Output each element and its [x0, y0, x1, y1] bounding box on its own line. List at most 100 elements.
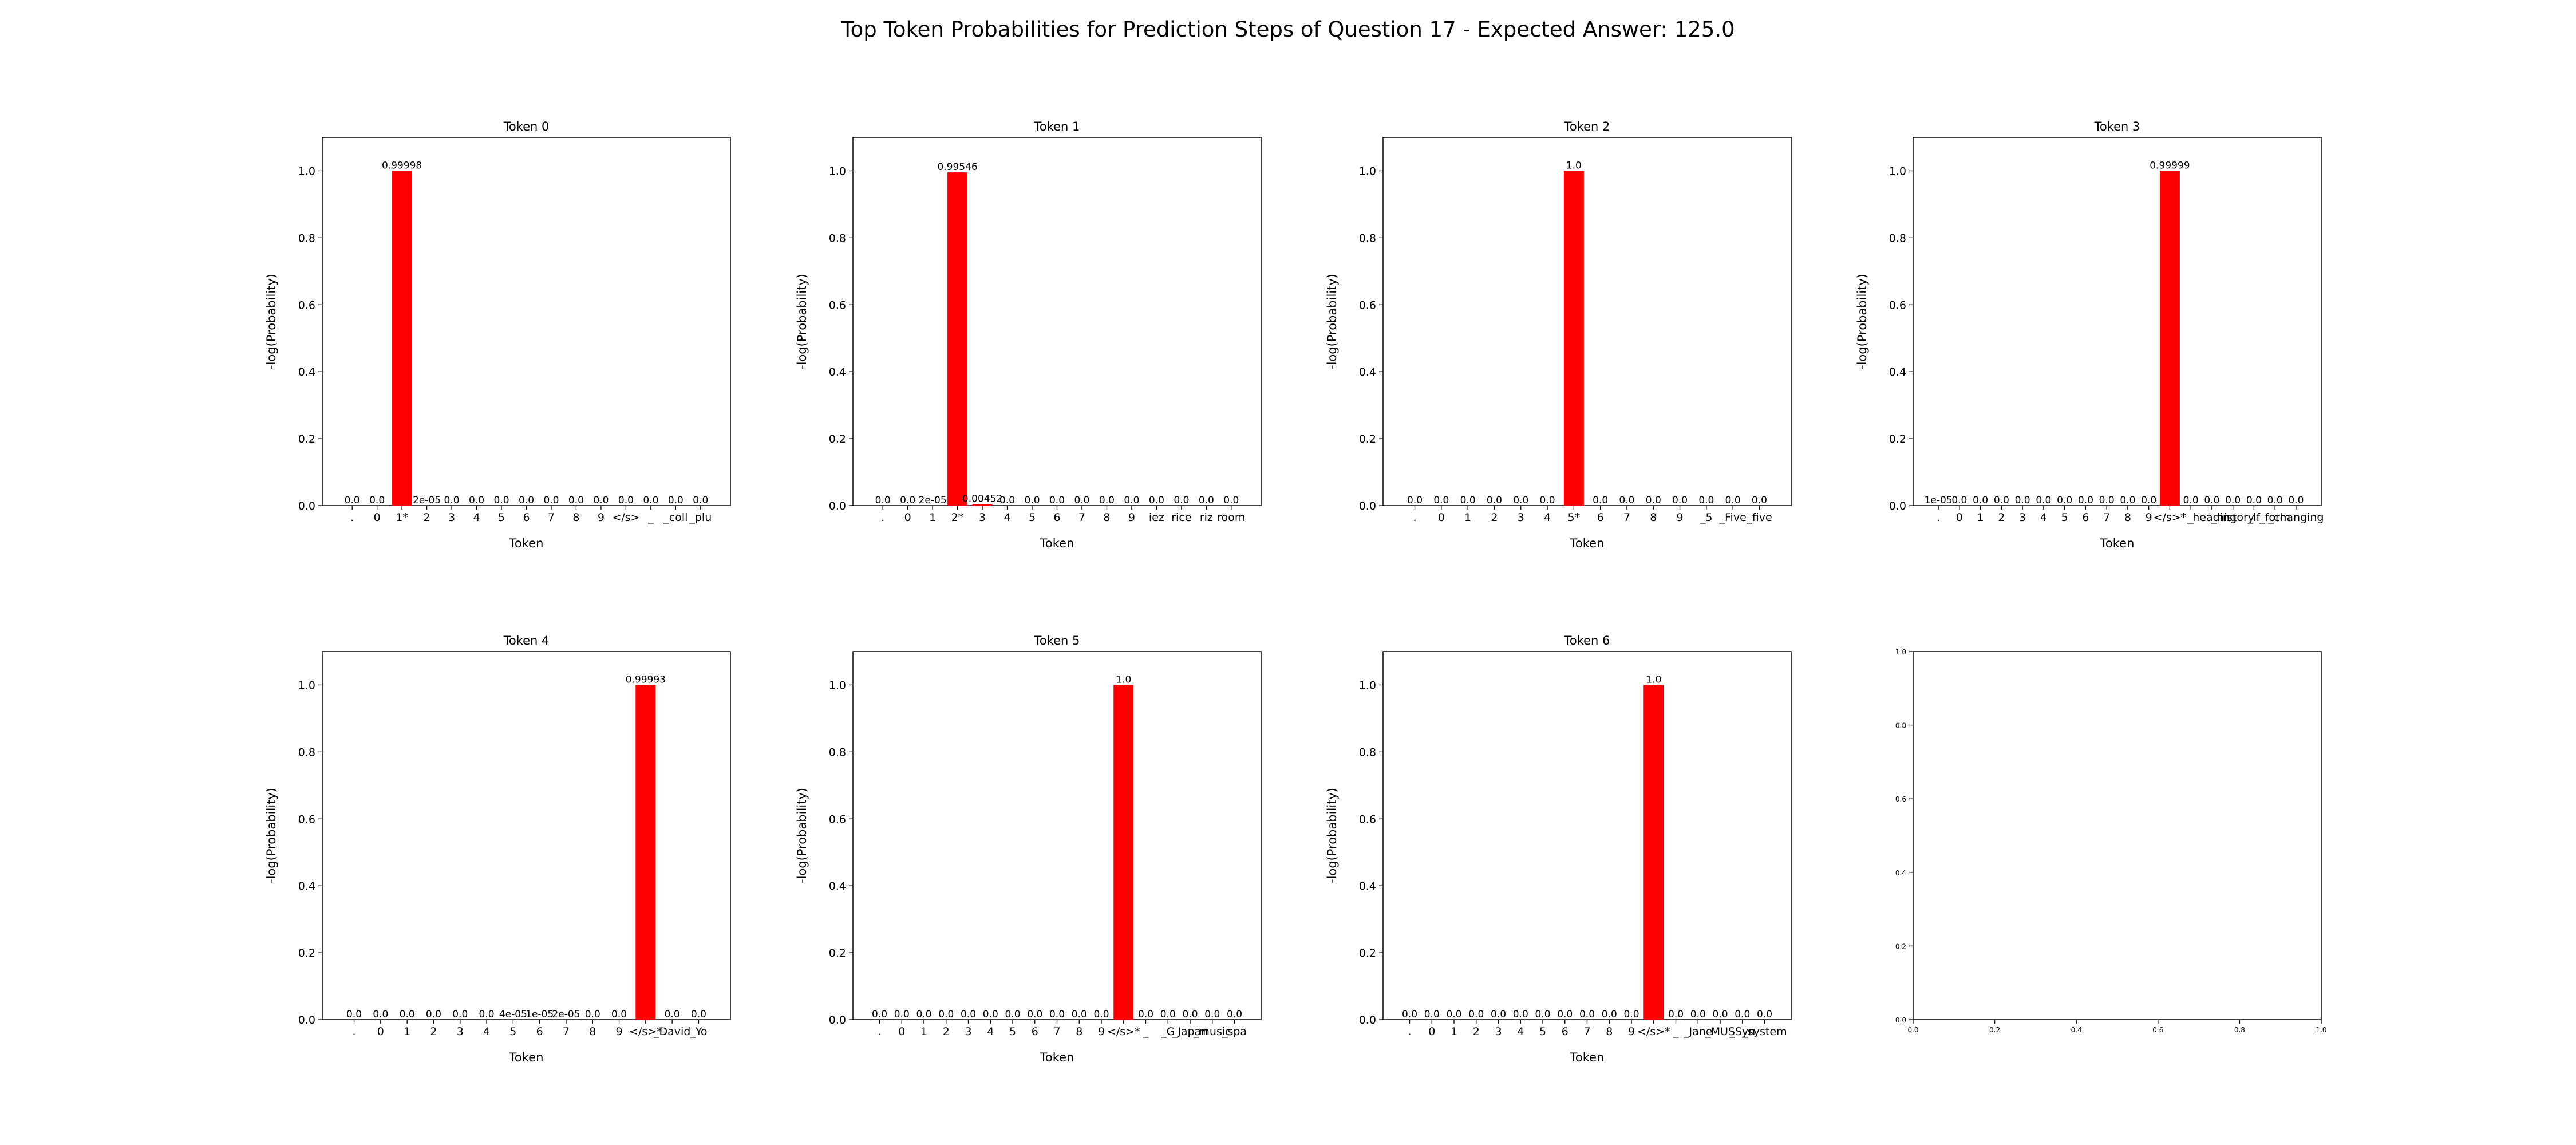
bar-value-label: 0.0	[1149, 495, 1164, 506]
bar-4	[972, 504, 993, 506]
y-tick-label: 0.2	[1359, 947, 1376, 960]
plot-frame	[322, 651, 731, 1020]
bar-value-label: 1.0	[1116, 674, 1131, 685]
bar-value-label: 0.0	[1160, 1009, 1176, 1020]
x-tick-label: 6	[1597, 511, 1604, 524]
x-tick-label: 9	[2146, 511, 2152, 524]
plot-frame	[1913, 651, 2322, 1020]
x-tick-label: 0.0	[1907, 1026, 1918, 1034]
bar-value-label: 0.99998	[382, 160, 422, 171]
x-tick-label: _	[1673, 1025, 1679, 1038]
bar-value-label: 0.0	[346, 1009, 362, 1020]
bar-value-label: 2e-05	[919, 495, 947, 506]
x-tick-label: 2*	[951, 511, 964, 524]
x-tick-label: 4	[1544, 511, 1551, 524]
y-tick-label: 0.4	[1359, 880, 1376, 893]
bar-value-label: 0.0	[1099, 495, 1115, 506]
subplot-7: 0.0 0.2 0.4 0.6 0.8 1.0 0.0 0.2 0.4 0.6 0.8 1.0	[1895, 648, 2327, 1034]
bar-value-label: 0.0	[1557, 1009, 1573, 1020]
bar-value-label: 0.0	[1973, 495, 1988, 506]
bar-value-label: 1.0	[1646, 674, 1661, 685]
x-tick-label: riz	[1200, 511, 1213, 524]
x-tick-label: _Five	[1719, 511, 1747, 524]
bar-value-label: 0.0	[668, 495, 683, 506]
bar-value-label: 0.0	[373, 1009, 388, 1020]
x-tick-label: _form	[2259, 511, 2290, 524]
y-axis-label: -log(Probability)	[264, 788, 278, 883]
bar-value-label: 0.0	[1049, 1009, 1065, 1020]
x-tick-label: _system	[1741, 1025, 1787, 1038]
x-tick-label: 5	[2061, 511, 2068, 524]
bar-value-label: 0.0	[2288, 495, 2304, 506]
bar-value-label: 0.0	[1619, 495, 1634, 506]
x-tick-label: 7	[548, 511, 555, 524]
bar-value-label: 0.0	[693, 495, 708, 506]
x-tick-label: 2	[943, 1025, 950, 1038]
x-tick-label: 0	[1438, 511, 1445, 524]
subplot-title: Token 6	[1564, 634, 1610, 647]
x-tick-label: 3	[1495, 1025, 1502, 1038]
bar-value-label: 0.0	[1027, 1009, 1042, 1020]
y-tick-label: 0.4	[1359, 366, 1376, 378]
bar-value-label: 0.0	[519, 495, 534, 506]
x-tick-label: _music	[1193, 1025, 1231, 1038]
subplot-5: Token 50.00.20.40.60.81.0-log(Probabilit…	[795, 634, 1262, 1064]
y-tick-label: 1.0	[829, 165, 846, 177]
x-tick-label: 1	[404, 1025, 410, 1038]
x-tick-label: 0	[898, 1025, 905, 1038]
x-tick-label: .	[1408, 1025, 1411, 1038]
plot-frame	[1382, 137, 1792, 506]
x-tick-label: _	[2187, 511, 2194, 524]
y-tick-label: 0.6	[829, 299, 846, 311]
bar-2	[392, 171, 412, 506]
y-tick-label: 1.0	[1359, 679, 1376, 692]
bar-value-label: 0.0	[1174, 495, 1189, 506]
bar-11	[1113, 685, 1134, 1020]
x-tick-label: rice	[1171, 511, 1191, 524]
x-tick-label: </s>*	[1637, 1025, 1670, 1038]
x-tick-label: room	[1217, 511, 1245, 524]
y-tick-label: 0.8	[1359, 746, 1376, 759]
bar-value-label: 0.0	[2141, 495, 2156, 506]
y-tick-label: 0.0	[1359, 1014, 1376, 1026]
y-tick-label: 1.0	[298, 679, 315, 692]
figure-title: Top Token Probabilities for Prediction S…	[840, 17, 1735, 42]
bar-value-label: 0.0	[1182, 1009, 1198, 1020]
x-tick-label: _plu	[689, 511, 712, 524]
bar-value-label: 0.0	[1460, 495, 1476, 506]
bar-value-label: 0.0	[1407, 495, 1423, 506]
bar-value-label: 0.0	[611, 1009, 627, 1020]
bar-value-label: 1e-05	[526, 1009, 554, 1020]
x-tick-label: _Japan	[1172, 1025, 1208, 1038]
y-tick-label: 0.4	[298, 366, 315, 378]
bar-value-label: 0.0	[1668, 1009, 1684, 1020]
x-tick-label: 1	[1977, 511, 1984, 524]
x-tick-label: _heading	[2187, 511, 2237, 524]
bar-value-label: 0.0	[1446, 1009, 1461, 1020]
bar-value-label: 0.0	[400, 1009, 415, 1020]
x-tick-label: _Yo	[689, 1025, 707, 1038]
bar-value-label: 0.0	[568, 495, 584, 506]
bar-value-label: 0.0	[1072, 1009, 1087, 1020]
y-tick-label: 0.6	[298, 299, 315, 311]
x-tick-label: 5*	[1568, 511, 1581, 524]
x-tick-label: 6	[1053, 511, 1060, 524]
x-tick-label: _	[647, 511, 654, 524]
subplot-title: Token 0	[503, 120, 550, 133]
x-tick-label: _	[1143, 1025, 1149, 1038]
x-tick-label: 1*	[396, 511, 408, 524]
y-axis-label: -log(Probability)	[264, 274, 278, 369]
y-tick-label: 0.6	[829, 813, 846, 826]
bar-value-label: 0.0	[1093, 1009, 1109, 1020]
x-axis-label: Token	[1570, 536, 1605, 550]
x-tick-label: 0	[1956, 511, 1963, 524]
bar-value-label: 0.0	[983, 1009, 998, 1020]
x-tick-label: 9	[1628, 1025, 1635, 1038]
bar-value-label: 0.99546	[937, 161, 977, 173]
bar-value-label: 0.0	[999, 495, 1015, 506]
x-tick-label: 8	[1650, 511, 1657, 524]
x-tick-label: 6	[536, 1025, 543, 1038]
x-tick-label: </s>	[612, 511, 639, 524]
x-tick-label: 4	[473, 511, 480, 524]
bar-value-label: 0.0	[665, 1009, 680, 1020]
